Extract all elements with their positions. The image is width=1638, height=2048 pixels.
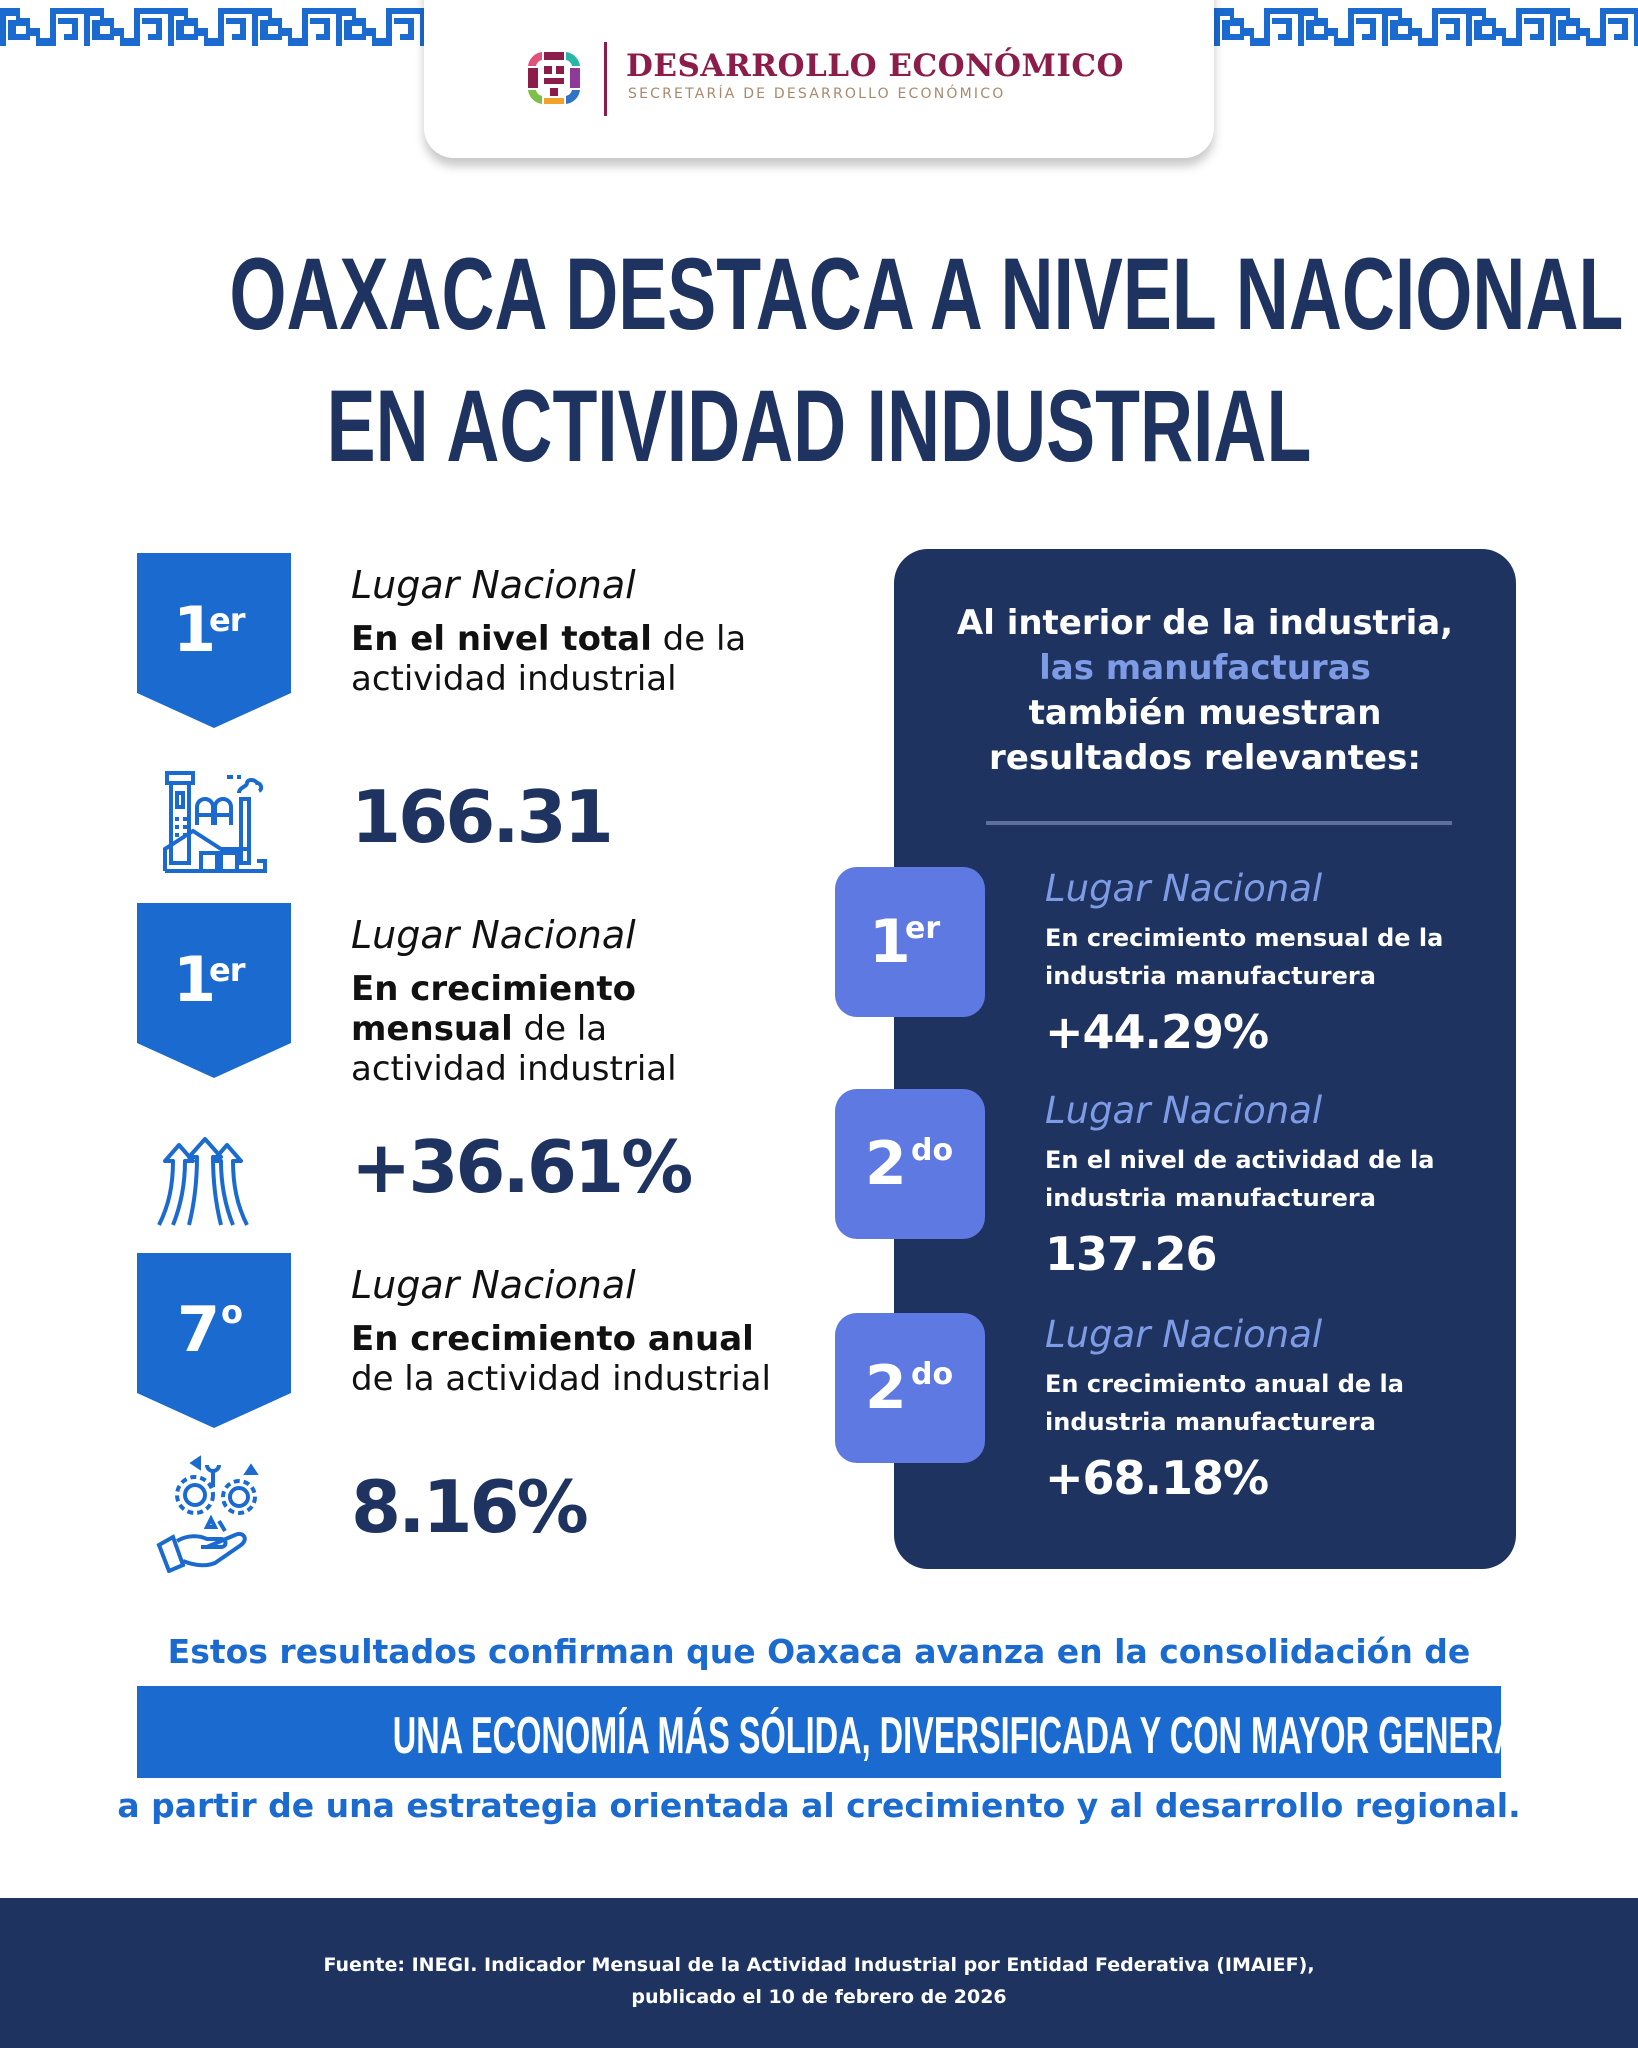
- stat-description: En crecimiento mensual de la industria m…: [1045, 924, 1444, 990]
- page-title-line-2: EN ACTIVIDAD INDUSTRIAL: [326, 369, 1312, 483]
- lugar-label: Lugar Nacional: [1045, 1313, 1323, 1356]
- rank-ribbon: 1 er: [137, 553, 291, 728]
- stat-description: En crecimiento anual de la industria man…: [1045, 1370, 1404, 1436]
- stat-value: +68.18%: [1045, 1451, 1269, 1505]
- manufacturing-stat-monthly-growth: 1 er Lugar Nacional En crecimiento mensu…: [835, 867, 1515, 1067]
- rank-suffix: o: [221, 1293, 243, 1331]
- hand-gears-icon: [155, 1453, 275, 1574]
- conclusion-band-text: UNA ECONOMÍA MÁS SÓLIDA, DIVERSIFICADA Y…: [392, 1707, 1501, 1765]
- lugar-label: Lugar Nacional: [1045, 867, 1323, 910]
- source-line-1: Fuente: INEGI. Indicador Mensual de la A…: [323, 1954, 1315, 1976]
- manufacturing-panel: Al interior de la industria, las manufac…: [835, 549, 1516, 1569]
- lugar-label: Lugar Nacional: [351, 1263, 636, 1307]
- rank-badge: 2 do: [835, 1089, 985, 1239]
- rank-badge: 1 er: [835, 867, 985, 1017]
- manufacturing-stat-annual-growth: 2 do Lugar Nacional En crecimiento anual…: [835, 1313, 1515, 1513]
- growth-arrows-icon: [155, 1113, 275, 1233]
- manufacturing-stat-activity-level: 2 do Lugar Nacional En el nivel de activ…: [835, 1089, 1515, 1289]
- header-logo-card: DESARROLLO ECONÓMICO SECRETARÍA DE DESAR…: [424, 0, 1214, 158]
- industry-stat-annual-growth: 7 o Lugar Nacional En crecimiento anual …: [137, 1253, 777, 1593]
- rank-ribbon: 1 er: [137, 903, 291, 1078]
- rank-number: 1: [173, 593, 216, 666]
- stat-value: +44.29%: [1045, 1005, 1269, 1059]
- factory-icon: [155, 763, 275, 883]
- stat-value: 137.26: [1045, 1227, 1218, 1281]
- stat-value: 8.16%: [351, 1465, 589, 1549]
- rank-suffix: er: [209, 601, 245, 639]
- rank-badge: 2 do: [835, 1313, 985, 1463]
- stat-description: En crecimiento anual de la actividad ind…: [351, 1319, 771, 1399]
- industry-stat-monthly-growth: 1 er Lugar Nacional En crecimiento mensu…: [137, 903, 777, 1243]
- greca-border-left: [0, 0, 424, 46]
- oaxaca-emblem-icon: [522, 46, 586, 110]
- page-title-line-1: OAXACA DESTACA A NIVEL NACIONAL: [229, 237, 1624, 351]
- conclusion-highlight-band: UNA ECONOMÍA MÁS SÓLIDA, DIVERSIFICADA Y…: [137, 1686, 1501, 1778]
- greca-border-right: [1214, 0, 1638, 46]
- rank-number: 7: [177, 1293, 220, 1366]
- rank-ribbon: 7 o: [137, 1253, 291, 1428]
- conclusion-line-3: a partir de una estrategia orientada al …: [117, 1786, 1521, 1825]
- stat-description: En el nivel de actividad de la industria…: [1045, 1146, 1435, 1212]
- lugar-label: Lugar Nacional: [1045, 1089, 1323, 1132]
- lugar-label: Lugar Nacional: [351, 913, 636, 957]
- panel-divider: [986, 821, 1452, 825]
- stat-value: +36.61%: [351, 1125, 693, 1209]
- org-subtitle: SECRETARÍA DE DESARROLLO ECONÓMICO: [628, 86, 1006, 102]
- stat-description: En crecimiento mensual de la actividad i…: [351, 969, 677, 1089]
- logo-divider: [604, 42, 607, 116]
- conclusion-line-1: Estos resultados confirman que Oaxaca av…: [167, 1632, 1471, 1671]
- manufacturing-intro: Al interior de la industria, las manufac…: [894, 601, 1516, 781]
- stat-description: En el nivel total de la actividad indust…: [351, 619, 747, 699]
- org-title: DESARROLLO ECONÓMICO: [626, 48, 1125, 84]
- source-line-2: publicado el 10 de febrero de 2026: [631, 1986, 1007, 2008]
- lugar-label: Lugar Nacional: [351, 563, 636, 607]
- source-footer: Fuente: INEGI. Indicador Mensual de la A…: [0, 1898, 1638, 2048]
- rank-number: 1: [173, 943, 216, 1016]
- industry-stat-total-level: 1 er Lugar Nacional En el nivel total de…: [137, 553, 777, 893]
- manufacturing-highlight: las manufacturas: [1039, 648, 1371, 688]
- stat-value: 166.31: [351, 775, 614, 859]
- rank-suffix: er: [209, 951, 245, 989]
